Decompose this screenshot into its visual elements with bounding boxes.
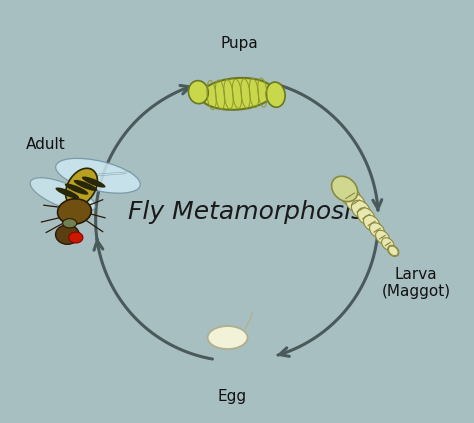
Ellipse shape <box>30 178 95 212</box>
Ellipse shape <box>382 238 394 250</box>
Ellipse shape <box>57 199 91 224</box>
Ellipse shape <box>189 81 208 104</box>
Ellipse shape <box>346 193 365 213</box>
Ellipse shape <box>65 168 98 206</box>
Ellipse shape <box>357 208 375 225</box>
Ellipse shape <box>332 176 358 202</box>
Ellipse shape <box>339 185 361 206</box>
Ellipse shape <box>351 200 370 219</box>
Ellipse shape <box>375 230 389 244</box>
Ellipse shape <box>55 158 140 193</box>
Text: Adult: Adult <box>26 137 66 152</box>
Text: Egg: Egg <box>218 389 247 404</box>
Ellipse shape <box>364 215 380 231</box>
Ellipse shape <box>201 78 273 110</box>
Ellipse shape <box>74 180 97 191</box>
Ellipse shape <box>266 82 285 107</box>
Ellipse shape <box>333 178 356 200</box>
Ellipse shape <box>63 219 77 228</box>
Text: Fly Metamorphosis: Fly Metamorphosis <box>128 200 365 223</box>
Text: Pupa: Pupa <box>220 36 258 51</box>
Ellipse shape <box>55 187 79 198</box>
Text: Larva
(Maggot): Larva (Maggot) <box>382 267 451 299</box>
Ellipse shape <box>208 326 247 349</box>
Ellipse shape <box>388 246 398 255</box>
Ellipse shape <box>55 225 79 244</box>
Ellipse shape <box>82 176 106 188</box>
Ellipse shape <box>69 232 83 243</box>
Ellipse shape <box>370 223 384 238</box>
Ellipse shape <box>388 245 399 256</box>
Ellipse shape <box>65 184 89 195</box>
